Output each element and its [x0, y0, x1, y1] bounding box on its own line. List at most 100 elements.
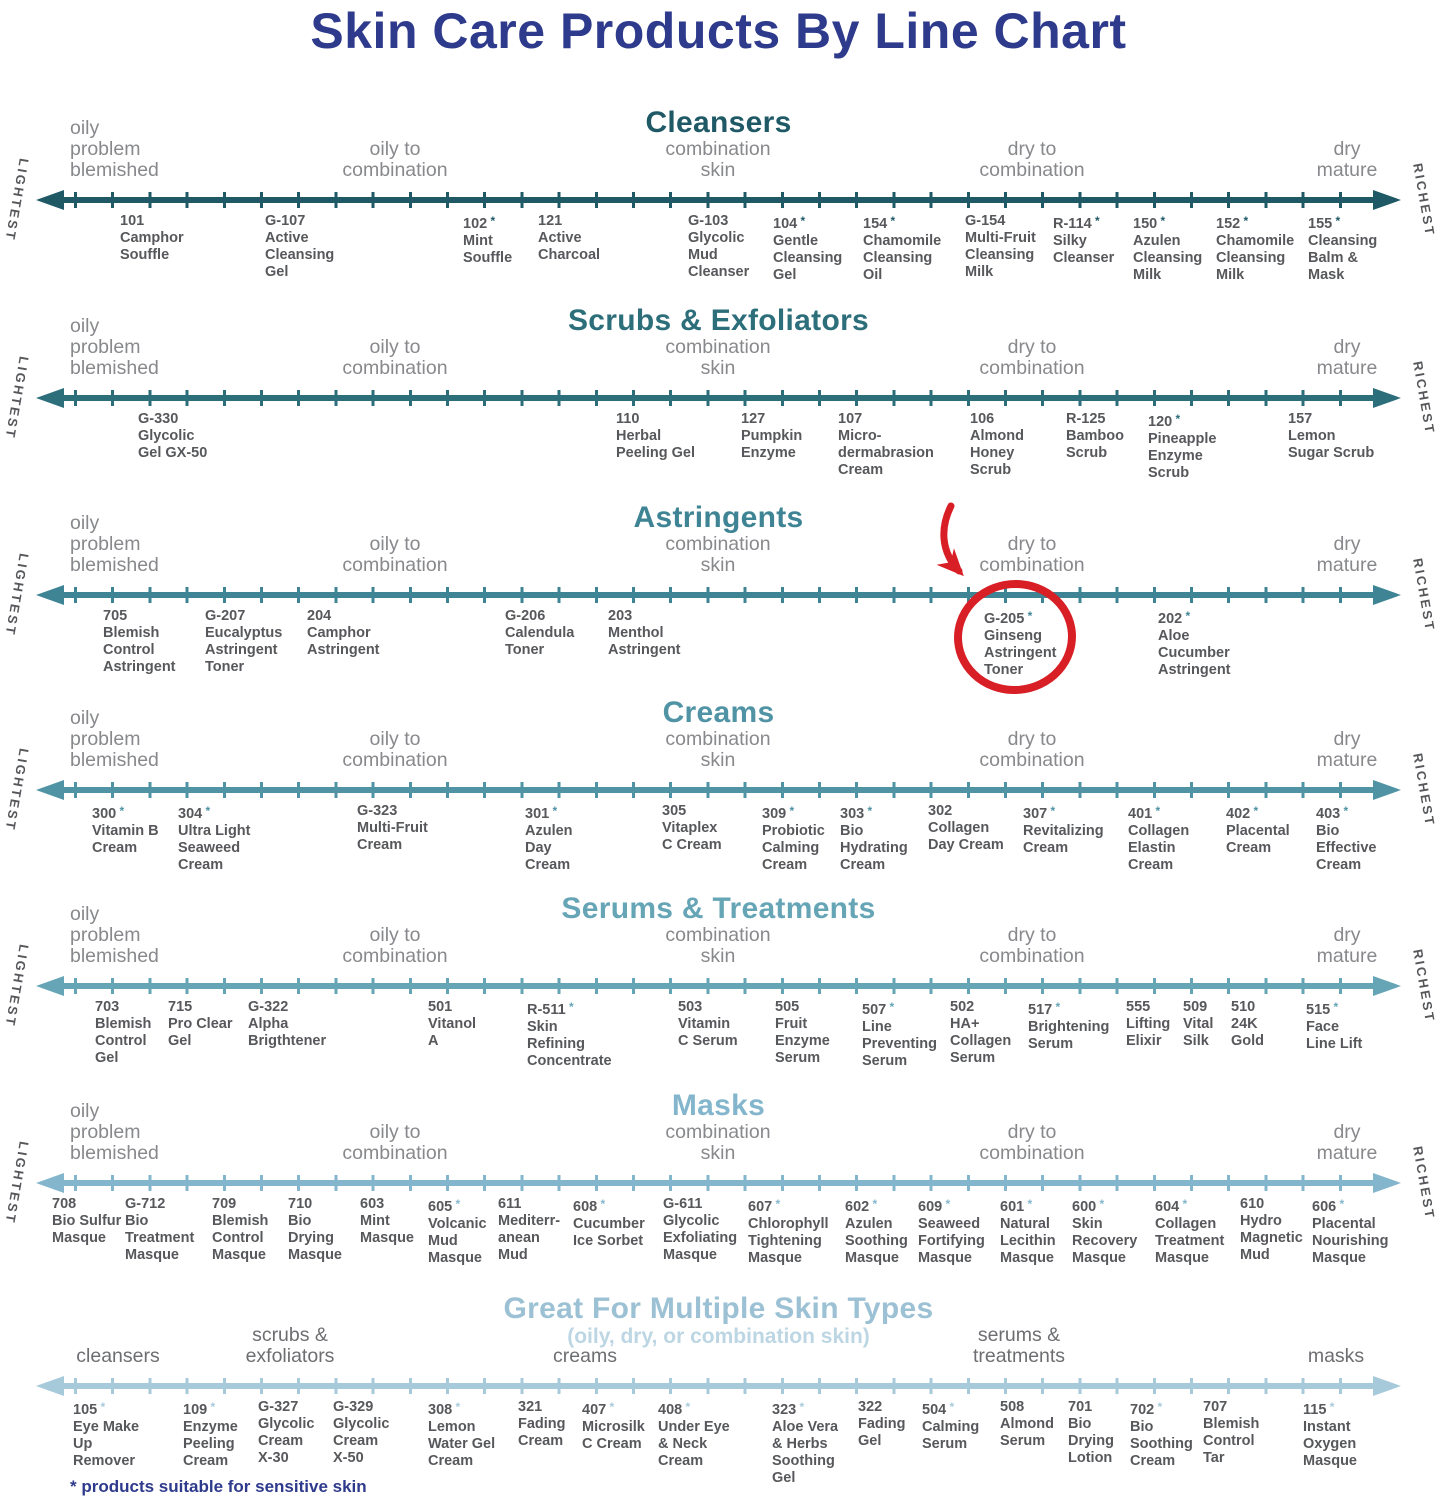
- sensitive-asterisk: *: [1024, 609, 1033, 623]
- product-code: 203: [608, 608, 633, 624]
- sensitive-asterisk: *: [887, 214, 896, 228]
- product-code: 709: [212, 1196, 237, 1212]
- product-152: 152 * Chamomile Cleansing Milk: [1216, 213, 1294, 284]
- product-code: 302: [928, 803, 953, 819]
- product-name: Pineapple Enzyme Scrub: [1148, 431, 1217, 481]
- product-name: HA+ Collagen Serum: [950, 1016, 1012, 1066]
- product-code: 101: [120, 213, 145, 229]
- sensitive-asterisk: *: [1250, 804, 1259, 818]
- product-name: Collagen Day Cream: [928, 820, 1004, 853]
- axis-ticks-scrubs-exfoliators: [74, 390, 1366, 406]
- richest-label-cleansers: RICHEST: [1410, 161, 1437, 239]
- product-name: Alpha Brigthtener: [248, 1016, 327, 1049]
- page-title: Skin Care Products By Line Chart: [310, 3, 1127, 59]
- section-title-creams: Creams: [662, 696, 775, 729]
- sensitive-asterisk: *: [452, 1197, 461, 1211]
- product-G-611: G-611 Glycolic Exfoliating Masque: [663, 1196, 737, 1264]
- skin-type-label-combination-skin: combination skin: [665, 728, 771, 771]
- product-604: 604 * Collagen Treatment Masque: [1155, 1196, 1224, 1267]
- product-name: Glycolic Mud Cleanser: [688, 230, 750, 280]
- product-115: 115 * Instant Oxygen Masque: [1303, 1399, 1357, 1470]
- product-code: 321: [518, 1399, 543, 1415]
- product-code: 715: [168, 999, 193, 1015]
- product-name: Glycolic Cream X-30: [258, 1416, 315, 1466]
- axis-arrowhead-left-astringents: [36, 585, 64, 605]
- product-code: 157: [1288, 411, 1313, 427]
- skin-type-label-dry-mature: dry mature: [1316, 924, 1378, 967]
- axis-ticks-masks: [74, 1175, 1366, 1191]
- skin-type-label-oily-to-combination: oily to combination: [342, 1121, 448, 1164]
- product-702: 702 * Bio Soothing Cream: [1130, 1399, 1193, 1470]
- product-code: 304: [178, 806, 203, 822]
- product-203: 203 Menthol Astringent: [608, 608, 681, 659]
- axis-ticks-great-for-multiple-skin-types: [74, 1378, 1366, 1394]
- product-709: 709 Blemish Control Masque: [212, 1196, 268, 1264]
- product-name: Aloe Vera & Herbs Soothing Gel: [772, 1419, 839, 1486]
- sensitive-asterisk: *: [1052, 1000, 1061, 1014]
- product-code: 300: [92, 806, 117, 822]
- product-code: 503: [678, 999, 703, 1015]
- product-408: 408 * Under Eye & Neck Cream: [658, 1399, 730, 1470]
- product-name: Probiotic Calming Cream: [762, 823, 825, 873]
- axis-ticks-serums-treatments: [74, 978, 1366, 994]
- product-707: 707 Blemish Control Tar: [1203, 1399, 1259, 1467]
- product-name: Ultra Light Seaweed Cream: [178, 823, 251, 873]
- sensitive-asterisk: *: [1336, 1197, 1345, 1211]
- product-name: Eucalyptus Astringent Toner: [205, 625, 283, 675]
- product-name: Camphor Souffle: [120, 230, 184, 263]
- product-510: 510 24K Gold: [1231, 999, 1264, 1050]
- sensitive-asterisk: *: [797, 214, 806, 228]
- sensitive-asterisk: *: [869, 1197, 878, 1211]
- product-code: 708: [52, 1196, 77, 1212]
- product-name: Ginseng Astringent Toner: [984, 628, 1057, 678]
- product-code: 121: [538, 213, 563, 229]
- product-104: 104 * Gentle Cleansing Gel: [773, 213, 842, 284]
- richest-label-serums-treatments: RICHEST: [1410, 947, 1437, 1025]
- product-code: 509: [1183, 999, 1208, 1015]
- product-code: G-323: [357, 803, 398, 819]
- sensitive-asterisk: *: [864, 804, 873, 818]
- product-code: 607: [748, 1199, 773, 1215]
- skin-type-label-oily-problem-blemished: oily problem blemished: [70, 117, 159, 181]
- product-R-114: R-114 * Silky Cleanser: [1053, 213, 1114, 267]
- product-name: Chamomile Cleansing Milk: [1216, 233, 1295, 283]
- axis-arrowhead-left-serums-treatments: [36, 976, 64, 996]
- product-503: 503 Vitamin C Serum: [678, 999, 738, 1050]
- product-507: 507 * Line Preventing Serum: [862, 999, 937, 1070]
- product-504: 504 * Calming Serum: [922, 1399, 979, 1453]
- product-321: 321 Fading Cream: [518, 1399, 566, 1450]
- richest-label-scrubs-exfoliators: RICHEST: [1410, 359, 1437, 437]
- skin-type-label-dry-to-combination: dry to combination: [979, 728, 1085, 771]
- product-name: Camphor Astringent: [307, 625, 380, 658]
- product-name: Mint Souffle: [463, 233, 513, 266]
- richest-label-astringents: RICHEST: [1410, 556, 1437, 634]
- product-code: 120: [1148, 414, 1173, 430]
- product-name: Eye Make Up Remover: [73, 1419, 140, 1469]
- product-name: Bio Soothing Cream: [1130, 1419, 1193, 1469]
- product-code: 107: [838, 411, 863, 427]
- product-611: 611 Mediterr- anean Mud: [498, 1196, 560, 1264]
- product-code: 608: [573, 1199, 598, 1215]
- product-127: 127 Pumpkin Enzyme: [741, 411, 802, 462]
- product-name: Line Preventing Serum: [862, 1019, 937, 1069]
- sensitive-asterisk: *: [207, 1400, 216, 1414]
- product-607: 607 * Chlorophyll Tightening Masque: [748, 1196, 829, 1267]
- product-502: 502 HA+ Collagen Serum: [950, 999, 1011, 1067]
- product-code: 204: [307, 608, 332, 624]
- product-name: Almond Honey Scrub: [970, 428, 1024, 478]
- product-name: Menthol Astringent: [608, 625, 681, 658]
- skin-type-label-dry-mature: dry mature: [1316, 138, 1378, 181]
- product-505: 505 Fruit Enzyme Serum: [775, 999, 830, 1067]
- product-code: 505: [775, 999, 800, 1015]
- skin-type-label-combination-skin: combination skin: [665, 924, 771, 967]
- product-code: 115: [1303, 1402, 1327, 1418]
- category-label-masks: masks: [1307, 1345, 1365, 1367]
- product-code: G-103: [688, 213, 729, 229]
- section-subtitle-great-for-multiple-skin-types: (oily, dry, or combination skin): [567, 1325, 870, 1348]
- axis-arrowhead-right-great-for-multiple-skin-types: [1373, 1376, 1401, 1396]
- product-323: 323 * Aloe Vera & Herbs Soothing Gel: [772, 1399, 838, 1487]
- product-code: 502: [950, 999, 975, 1015]
- skin-type-label-combination-skin: combination skin: [665, 533, 771, 576]
- product-code: 555: [1126, 999, 1151, 1015]
- product-code: 152: [1216, 216, 1241, 232]
